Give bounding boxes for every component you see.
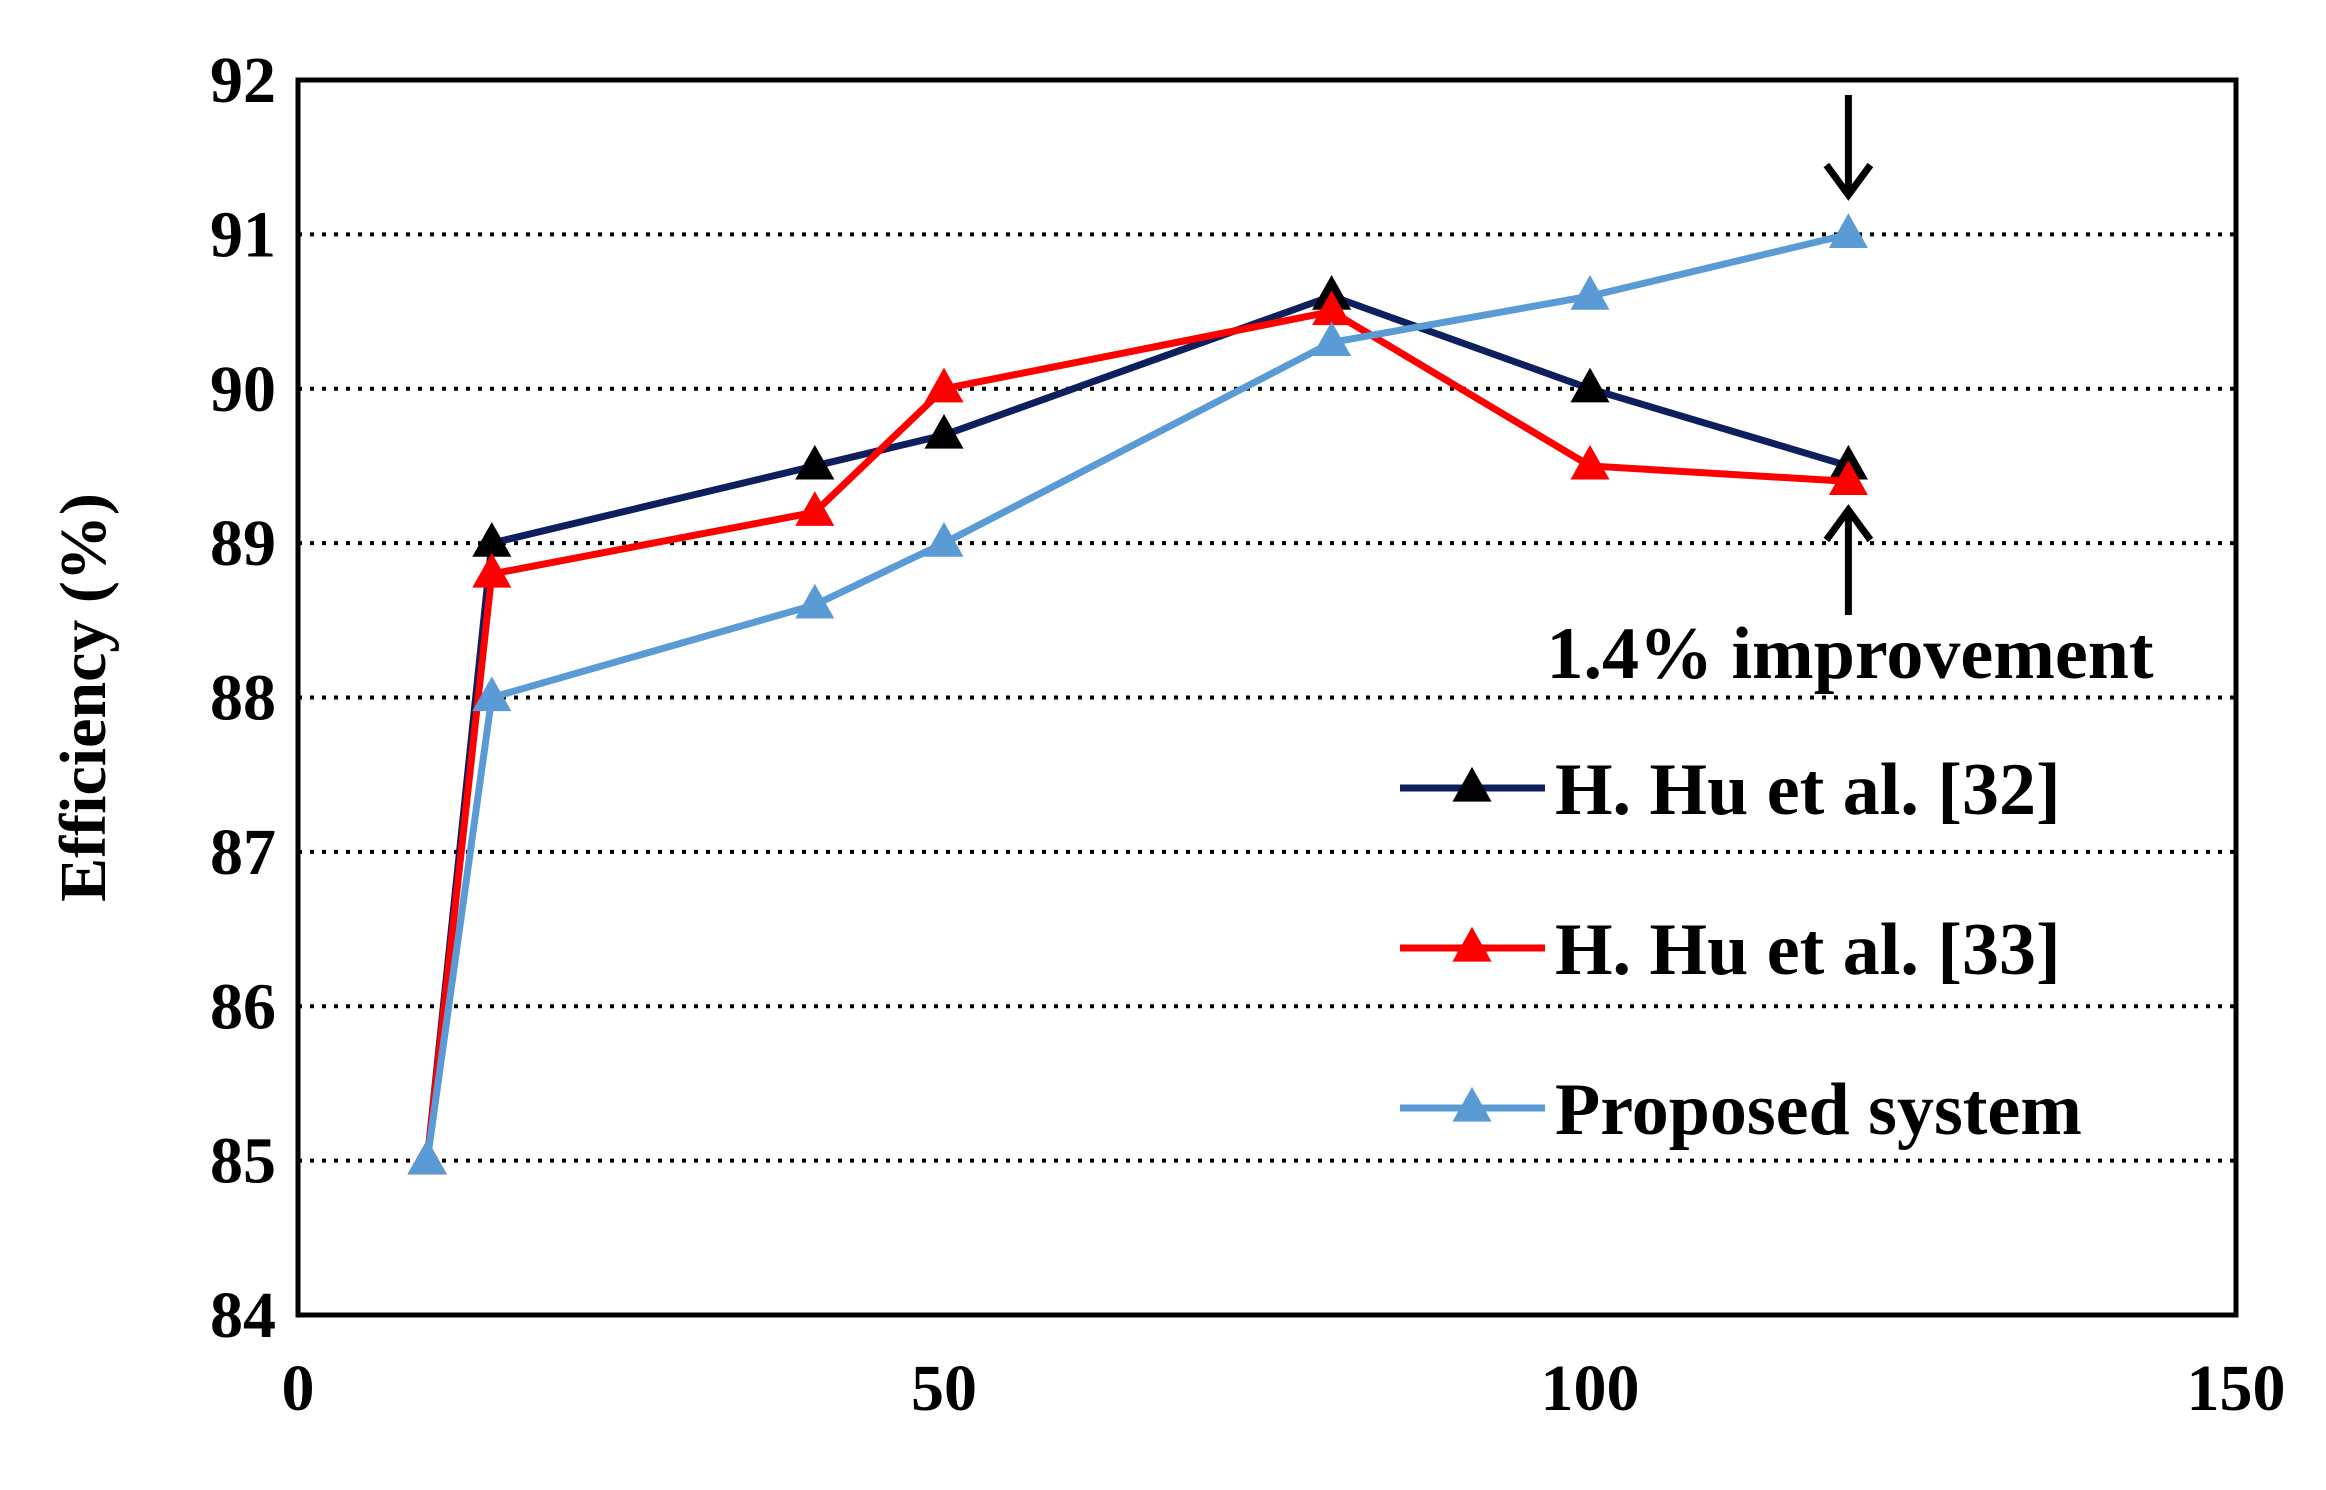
- y-tick-label: 88: [210, 662, 276, 735]
- data-point: [795, 491, 835, 526]
- y-tick-label: 84: [210, 1279, 276, 1352]
- x-tick-label: 100: [1541, 1352, 1640, 1425]
- y-tick-label: 90: [210, 353, 276, 426]
- legend-item: H. Hu et al. [32]: [1400, 749, 2061, 831]
- y-axis-title: Efficiency (%): [47, 493, 120, 902]
- legend: H. Hu et al. [32] H. Hu et al. [33] Propos…: [1400, 749, 2082, 1151]
- data-point: [1312, 321, 1352, 357]
- x-tick-label: 50: [911, 1352, 977, 1425]
- y-tick-label: 91: [210, 198, 276, 271]
- series-2: [407, 290, 1868, 1175]
- series-1: [407, 275, 1868, 1175]
- data-point: [1828, 213, 1868, 248]
- series-line: [423, 292, 1850, 1161]
- data-point: [1570, 444, 1610, 480]
- data-point: [924, 413, 964, 449]
- y-tick-label: 92: [210, 44, 276, 117]
- annotation-arrow: [1823, 95, 1874, 201]
- data-point: [472, 552, 512, 588]
- data-point: [1312, 290, 1352, 326]
- legend-label: H. Hu et al. [33]: [1555, 909, 2061, 991]
- legend-marker: [1452, 766, 1492, 802]
- data-point: [795, 583, 835, 619]
- y-axis-ticks: 84 85 86 87 88 89 90 91 92: [210, 44, 276, 1352]
- series-3: [407, 213, 1868, 1175]
- data-point: [472, 676, 512, 712]
- x-tick-label: 150: [2187, 1352, 2286, 1425]
- legend-marker: [1452, 926, 1492, 962]
- x-tick-label: 0: [282, 1352, 315, 1425]
- y-tick-label: 86: [210, 970, 276, 1043]
- legend-label: Proposed system: [1555, 1069, 2082, 1151]
- data-point: [924, 522, 964, 557]
- data-point: [1570, 367, 1610, 403]
- legend-marker: [1452, 1086, 1492, 1122]
- series-line: [423, 230, 1850, 1162]
- data-point: [472, 522, 512, 557]
- annotation-arrow: [1823, 504, 1874, 615]
- data-point: [1570, 275, 1610, 310]
- y-tick-label: 87: [210, 816, 276, 889]
- data-point: [407, 1139, 447, 1175]
- legend-label: H. Hu et al. [32]: [1555, 749, 2061, 831]
- annotation-layer: 1.4% improvement: [1547, 95, 2154, 695]
- x-axis-ticks: 0 50 100 150: [282, 1352, 2286, 1425]
- legend-item: Proposed system: [1400, 1069, 2082, 1151]
- data-point: [924, 367, 964, 403]
- y-tick-label: 89: [210, 507, 276, 580]
- data-point: [795, 444, 835, 480]
- y-tick-label: 85: [210, 1125, 276, 1198]
- improvement-annotation: 1.4% improvement: [1547, 613, 2154, 695]
- legend-item: H. Hu et al. [33]: [1400, 909, 2061, 991]
- data-point: [1828, 460, 1868, 495]
- plot-area-frame: [295, 77, 2239, 1318]
- series-layer: [407, 213, 1868, 1175]
